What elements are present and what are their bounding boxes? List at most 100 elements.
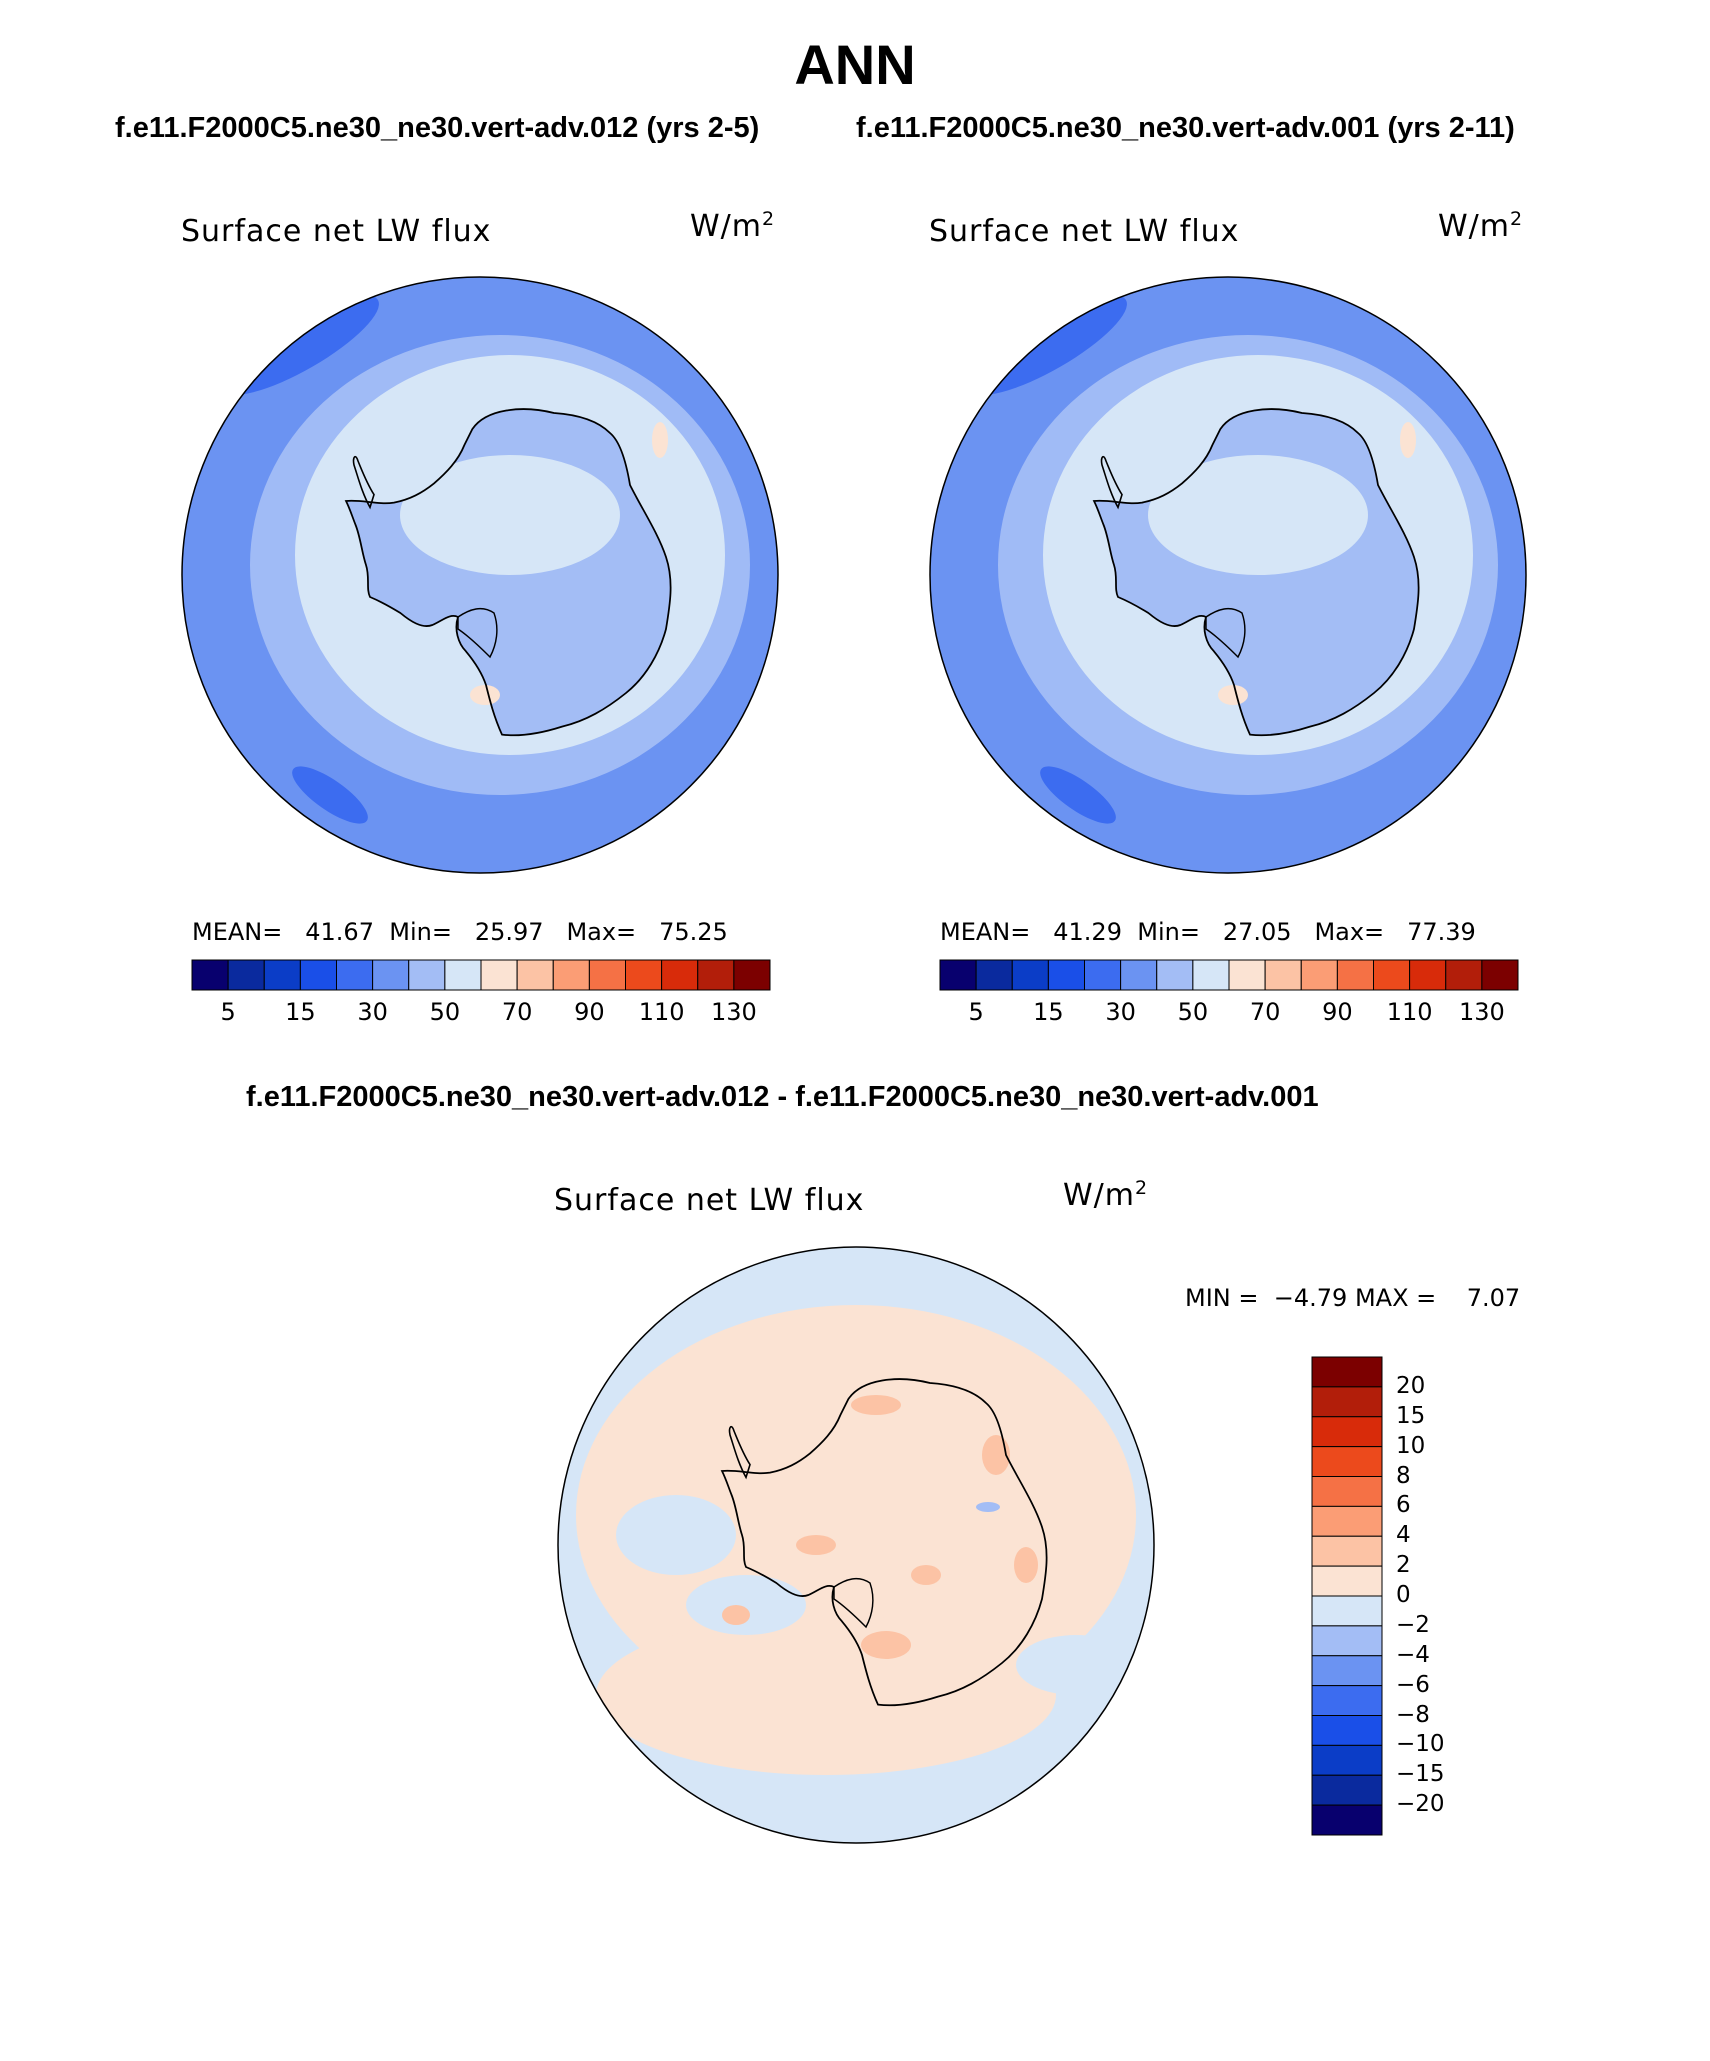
colorbar-bin bbox=[552, 959, 590, 991]
diff-minmax: MIN = −4.79 MAX = 7.07 bbox=[1185, 1284, 1521, 1312]
panel2-label: Surface net LW flux bbox=[929, 214, 1240, 249]
panel2-map bbox=[929, 276, 1527, 874]
panel1-colorbar bbox=[191, 959, 771, 991]
colorbar-tick-label: 90 bbox=[1322, 998, 1353, 1026]
panel1-label: Surface net LW flux bbox=[181, 214, 492, 249]
dark-ocean-patch bbox=[1040, 766, 1116, 824]
colorbar-bin bbox=[1311, 1505, 1383, 1537]
antarctica-coastline bbox=[720, 1378, 1048, 1707]
colorbar-label: 4 bbox=[1396, 1522, 1411, 1549]
colorbar-bin bbox=[516, 959, 554, 991]
map-border bbox=[557, 1246, 1155, 1844]
diff-panel-units: W/m2 bbox=[1063, 1177, 1149, 1213]
positive-anomaly bbox=[982, 1435, 1010, 1475]
colorbar-bin bbox=[625, 959, 663, 991]
colorbar-tick-label: 110 bbox=[1386, 998, 1433, 1026]
antarctic-peninsula bbox=[1100, 455, 1123, 510]
positive-anomaly bbox=[861, 1631, 911, 1659]
diff-colorbar bbox=[1311, 1356, 1383, 1836]
panel1-units: W/m2 bbox=[690, 208, 776, 244]
colorbar-bin bbox=[336, 959, 374, 991]
panel1-stats: MEAN= 41.67 Min= 25.97 Max= 75.25 bbox=[192, 918, 728, 946]
colorbar-bin bbox=[588, 959, 626, 991]
colorbar-bin bbox=[1156, 959, 1194, 991]
colorbar-bin bbox=[1084, 959, 1122, 991]
colorbar-bin bbox=[1481, 959, 1519, 991]
positive-anomaly bbox=[911, 1565, 941, 1585]
panel1-colorbar-ticks: 5 15 30 50 70 90 110 130 bbox=[192, 998, 770, 1028]
colorbar-label: −2 bbox=[1396, 1611, 1430, 1638]
positive-anomaly bbox=[1014, 1547, 1038, 1583]
ice-shelf-outline bbox=[457, 607, 498, 659]
diff-map bbox=[557, 1246, 1155, 1844]
colorbar-bin bbox=[1311, 1744, 1383, 1776]
panel2-colorbar bbox=[939, 959, 1519, 991]
colorbar-tick-label: 30 bbox=[357, 998, 388, 1026]
colorbar-bin bbox=[1311, 1655, 1383, 1687]
warm-patch bbox=[1400, 422, 1416, 458]
colorbar-bin bbox=[1011, 959, 1049, 991]
colorbar-bin bbox=[733, 959, 771, 991]
colorbar-bin bbox=[480, 959, 518, 991]
colorbar-tick-label: 50 bbox=[1177, 998, 1209, 1026]
colorbar-label: 8 bbox=[1396, 1462, 1411, 1489]
positive-anomaly bbox=[851, 1395, 901, 1415]
colorbar-tick-label: 15 bbox=[1033, 998, 1064, 1026]
warm-patch bbox=[470, 685, 500, 705]
subtitle-right: f.e11.F2000C5.ne30_ne30.vert-adv.001 (yr… bbox=[856, 112, 1515, 144]
colorbar-bin bbox=[1264, 959, 1302, 991]
ice-shelf-outline bbox=[1205, 607, 1246, 659]
colorbar-bin bbox=[1120, 959, 1158, 991]
colorbar-bin bbox=[1311, 1804, 1383, 1836]
negative-anomaly bbox=[976, 1502, 1000, 1512]
map-border bbox=[929, 276, 1527, 874]
panel2-stats: MEAN= 41.29 Min= 27.05 Max= 77.39 bbox=[940, 918, 1476, 946]
colorbar-bin bbox=[444, 959, 482, 991]
panel1-map bbox=[181, 276, 779, 874]
negative-patch bbox=[616, 1495, 736, 1575]
colorbar-bin bbox=[191, 959, 229, 991]
map-fill bbox=[930, 277, 1526, 873]
colorbar-bin bbox=[1311, 1535, 1383, 1567]
colorbar-bin bbox=[1311, 1595, 1383, 1627]
subtitle-left: f.e11.F2000C5.ne30_ne30.vert-adv.012 (yr… bbox=[115, 112, 760, 144]
panel2-colorbar-ticks: 5 15 30 50 70 90 110 130 bbox=[940, 998, 1518, 1028]
colorbar-bin bbox=[299, 959, 337, 991]
colorbar-bin bbox=[1409, 959, 1447, 991]
colorbar-bin bbox=[227, 959, 265, 991]
colorbar-bin bbox=[661, 959, 699, 991]
colorbar-bin bbox=[372, 959, 410, 991]
antarctica-coastline bbox=[1092, 408, 1420, 737]
colorbar-label: −20 bbox=[1396, 1791, 1445, 1818]
negative-patch bbox=[1016, 1635, 1136, 1695]
colorbar-label: −6 bbox=[1396, 1671, 1430, 1698]
map-border bbox=[181, 276, 779, 874]
colorbar-label: −15 bbox=[1396, 1761, 1445, 1788]
colorbar-label: 2 bbox=[1396, 1552, 1411, 1579]
colorbar-bin bbox=[975, 959, 1013, 991]
colorbar-bin bbox=[1311, 1356, 1383, 1388]
east-antarctica-plateau bbox=[1148, 455, 1368, 575]
colorbar-bin bbox=[697, 959, 735, 991]
colorbar-bin bbox=[1047, 959, 1085, 991]
diff-title: f.e11.F2000C5.ne30_ne30.vert-adv.012 - f… bbox=[246, 1081, 1319, 1113]
colorbar-bin bbox=[1311, 1625, 1383, 1657]
colorbar-bin bbox=[1311, 1416, 1383, 1448]
colorbar-bin bbox=[1311, 1774, 1383, 1806]
colorbar-label: 0 bbox=[1396, 1582, 1411, 1608]
colorbar-label: −10 bbox=[1396, 1731, 1445, 1758]
colorbar-tick-label: 5 bbox=[220, 998, 236, 1026]
colorbar-label: 15 bbox=[1396, 1402, 1426, 1429]
positive-region bbox=[596, 1615, 1056, 1775]
colorbar-bin bbox=[263, 959, 301, 991]
colorbar-bin bbox=[1311, 1446, 1383, 1477]
map-fill bbox=[558, 1247, 1154, 1843]
colorbar-bin bbox=[1311, 1685, 1383, 1716]
colorbar-bin bbox=[408, 959, 446, 991]
colorbar-label: 6 bbox=[1396, 1492, 1411, 1519]
colorbar-tick-label: 30 bbox=[1105, 998, 1136, 1026]
colorbar-bin bbox=[1311, 1565, 1383, 1597]
map-fill bbox=[182, 277, 778, 873]
warm-patch bbox=[652, 422, 668, 458]
colorbar-tick-label: 130 bbox=[710, 998, 757, 1026]
